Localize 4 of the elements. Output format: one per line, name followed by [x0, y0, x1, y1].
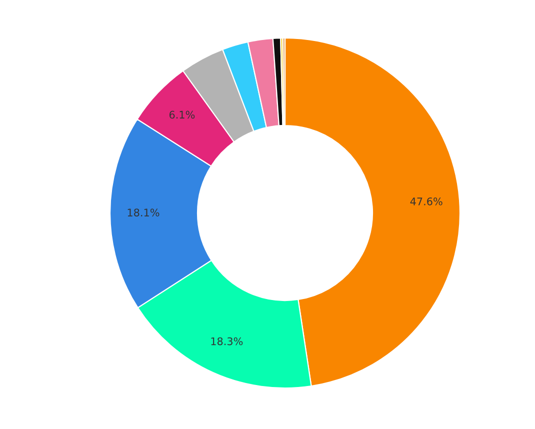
- data-label: 6.1%: [169, 110, 195, 119]
- data-label: 18.3%: [211, 337, 243, 346]
- data-label: 47.6%: [410, 197, 442, 206]
- data-label: 18.1%: [128, 208, 160, 216]
